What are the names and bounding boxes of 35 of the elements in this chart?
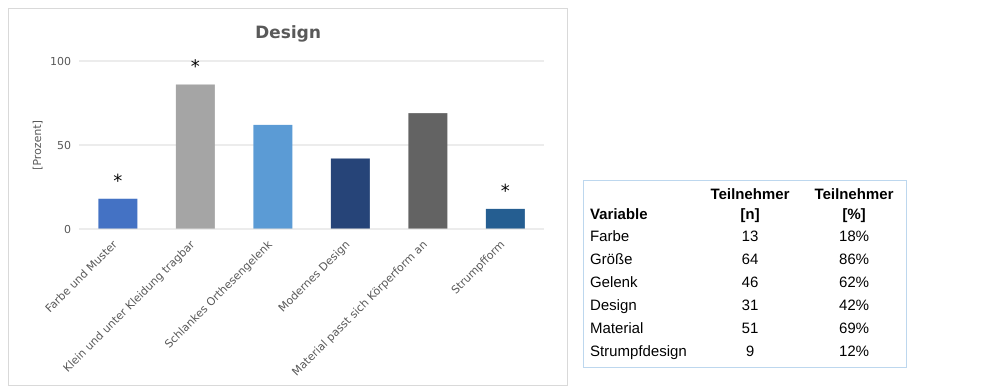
category-label: Farbe	[589, 227, 630, 247]
y-tick-label: 0	[64, 222, 71, 236]
text: Teilnehmer [%]	[814, 185, 894, 225]
category-label: Gelenk	[589, 273, 639, 293]
data-label: 62%	[838, 273, 870, 293]
data-label: 12%	[838, 342, 870, 362]
y-axis-title: [Prozent]	[30, 120, 44, 170]
y-tick-label: 100	[50, 54, 71, 68]
data-label: 42%	[838, 296, 870, 316]
y-tick-label: 50	[57, 138, 71, 152]
category-label: Strumpfdesign	[589, 342, 688, 362]
category-label: Design	[589, 296, 638, 316]
data-label: 46	[740, 273, 760, 293]
bar	[330, 158, 370, 229]
text: Variable	[589, 205, 649, 225]
bar	[486, 208, 525, 229]
data-label: 31	[740, 296, 760, 316]
data-label: 13	[740, 227, 760, 247]
data-label: 51	[740, 319, 760, 339]
category-label: Größe	[589, 250, 634, 270]
data-label: 9	[744, 342, 756, 362]
bar	[253, 124, 292, 229]
text: Teilnehmer [n]	[710, 185, 790, 225]
bar	[98, 198, 138, 229]
category-label: Material	[589, 319, 644, 339]
annotation: *	[500, 180, 510, 202]
data-label: 69%	[838, 319, 870, 339]
bar	[408, 113, 448, 229]
data-label: 86%	[838, 250, 870, 270]
annotation: *	[113, 170, 122, 192]
annotation: *	[190, 56, 200, 78]
data-label: 64	[740, 250, 760, 270]
chart-title: Design	[254, 23, 322, 43]
data-label: 18%	[838, 227, 870, 247]
bar	[176, 84, 215, 229]
